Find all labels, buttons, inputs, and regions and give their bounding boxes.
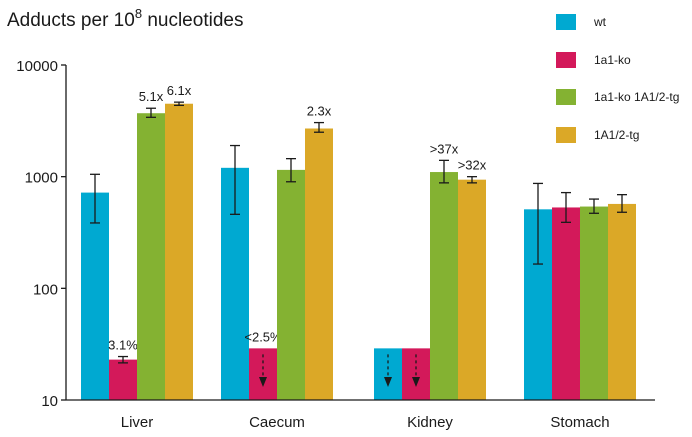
data-label-liver-1a1-ko: 3.1%	[108, 338, 138, 353]
below-limit-arrow-kidney-wt	[384, 377, 392, 387]
x-tick-label-kidney: Kidney	[407, 414, 453, 431]
data-label-liver-1a1-ko-1a1-2-tg: 5.1x	[139, 89, 164, 104]
title-superscript: 8	[134, 6, 143, 21]
title-suffix: nucleotides	[142, 10, 244, 31]
legend-swatch-1a1-ko	[556, 52, 576, 68]
data-label-liver-1a1-2-tg: 6.1x	[167, 83, 192, 98]
legend-label-1a1-ko: 1a1-ko	[594, 53, 631, 67]
bar-liver-1a1-ko	[109, 359, 137, 400]
bar-liver-1a1-2-tg	[165, 103, 193, 400]
title-text: Adducts per 10	[7, 10, 135, 31]
y-tick-label-10000: 10000	[16, 58, 58, 75]
x-tick-label-stomach: Stomach	[550, 414, 609, 431]
bar-caecum-1a1-2-tg	[305, 128, 333, 400]
legend-swatch-1a1-2-tg	[556, 127, 576, 143]
data-label-caecum-1a1-ko: <2.5%	[244, 329, 282, 344]
data-label-kidney-1a1-2-tg: >32x	[458, 158, 487, 173]
y-tick-label-10: 10	[41, 393, 58, 410]
chart-title: Adducts per 108 nucleotides	[7, 6, 243, 32]
legend-label-1a1-ko-1a1-2-tg: 1a1-ko 1A1/2-tg	[594, 90, 680, 104]
below-limit-arrow-caecum-1a1-ko	[259, 377, 267, 387]
x-tick-label-liver: Liver	[121, 414, 154, 431]
legend-swatch-1a1-ko-1a1-2-tg	[556, 89, 576, 105]
bar-kidney-1a1-2-tg	[458, 179, 486, 400]
bar-liver-wt	[81, 192, 109, 400]
bar-liver-1a1-ko-1a1-2-tg	[137, 113, 165, 401]
bar-stomach-1a1-2-tg	[608, 203, 636, 400]
legend-label-1a1-2-tg: 1A1/2-tg	[594, 128, 640, 142]
bar-stomach-1a1-ko-1a1-2-tg	[580, 206, 608, 400]
legend-swatch-wt	[556, 14, 576, 30]
y-tick-label-100: 100	[33, 281, 58, 298]
y-tick-label-1000: 1000	[25, 170, 58, 187]
bar-kidney-1a1-ko-1a1-2-tg	[430, 172, 458, 400]
x-tick-label-caecum: Caecum	[249, 414, 305, 431]
bar-stomach-1a1-ko	[552, 207, 580, 400]
data-label-caecum-1a1-2-tg: 2.3x	[307, 104, 332, 119]
legend-label-wt: wt	[594, 15, 606, 29]
data-label-kidney-1a1-ko-1a1-2-tg: >37x	[430, 141, 459, 156]
below-limit-arrow-kidney-1a1-ko	[412, 377, 420, 387]
bar-caecum-1a1-ko-1a1-2-tg	[277, 169, 305, 400]
